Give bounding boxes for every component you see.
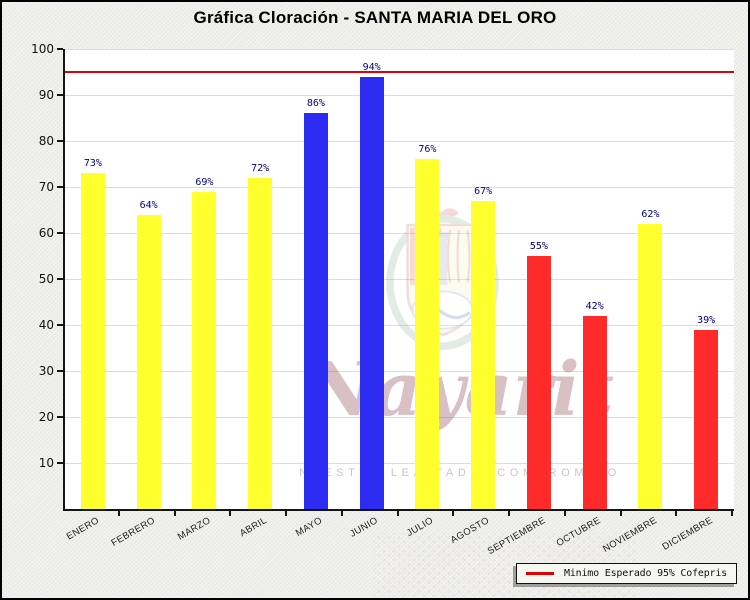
bar-febrero: 64%: [136, 200, 161, 509]
bar-agosto: 67%: [471, 186, 496, 509]
bar-septiembre: 55%: [526, 241, 551, 509]
x-axis-tick: [340, 511, 343, 516]
gridline-80: [65, 141, 734, 142]
x-axis-tick: [563, 511, 566, 516]
bar-julio: 76%: [415, 144, 440, 509]
bar-value-label: 73%: [83, 158, 102, 170]
bar-value-label: 55%: [529, 241, 548, 252]
y-axis-label: 30: [38, 364, 54, 378]
gridline-70: [65, 187, 734, 188]
legend-box: Minimo Esperado 95% Cofepris: [516, 563, 737, 584]
y-axis-label: 70: [38, 180, 54, 194]
gridline-90: [65, 95, 734, 96]
y-axis-tick: [57, 278, 63, 280]
x-axis-tick: [117, 511, 120, 516]
bar-enero: 73%: [80, 158, 105, 509]
y-axis-tick: [57, 232, 63, 234]
bar-value-label: 67%: [474, 185, 493, 197]
bar-value-label: 39%: [697, 314, 716, 326]
y-axis-label: 20: [38, 410, 54, 424]
bar-noviembre: 62%: [638, 209, 663, 509]
x-axis-label-marzo: MARZO: [175, 515, 213, 543]
x-axis-label-enero: ENERO: [64, 515, 102, 543]
x-axis-tick: [508, 511, 510, 516]
x-axis-tick: [229, 511, 232, 516]
x-axis-tick: [396, 511, 399, 516]
y-axis-label: 80: [38, 134, 54, 148]
x-axis-label-mayo: MAYO: [293, 515, 325, 539]
x-axis-label-diciembre: DICIEMBRE: [660, 515, 715, 553]
bar-marzo: 69%: [192, 177, 217, 509]
gridline-50: [65, 279, 734, 280]
bar-value-label: 76%: [418, 144, 437, 156]
y-axis-tick: [57, 462, 63, 464]
bar-mayo: 86%: [303, 98, 328, 509]
plot-area: Nayarit NUESTRA LEALTAD Y COMPROMISO 73%…: [63, 49, 734, 511]
x-axis-tick: [731, 511, 733, 516]
x-axis-label-febrero: FEBRERO: [109, 515, 158, 549]
y-axis-label: 40: [38, 318, 54, 332]
bar-value-label: 62%: [641, 208, 660, 220]
bar-value-label: 42%: [585, 300, 604, 312]
x-axis-tick: [675, 511, 678, 516]
y-axis-tick: [57, 324, 63, 326]
threshold-line-icon: [526, 572, 555, 575]
x-axis-tick: [285, 511, 287, 516]
y-axis-tick: [57, 94, 63, 96]
nayarit-watermark: Nayarit NUESTRA LEALTAD Y COMPROMISO: [295, 205, 625, 505]
y-axis-tick: [57, 140, 63, 142]
y-axis-tick: [57, 186, 63, 188]
x-axis-tick: [619, 511, 622, 516]
x-axis-label-abril: ABRIL: [237, 515, 269, 540]
y-axis-label: 60: [38, 226, 54, 240]
bar-abril: 72%: [248, 163, 273, 509]
gridline-100: [65, 49, 734, 50]
gridline-30: [65, 371, 734, 372]
y-axis-tick: [57, 370, 63, 372]
threshold-line: [65, 71, 734, 73]
y-axis-tick: [57, 48, 63, 50]
gridline-20: [65, 417, 734, 418]
gridline-40: [65, 325, 734, 326]
legend-label: Minimo Esperado 95% Cofepris: [564, 568, 727, 579]
y-axis-tick: [57, 416, 63, 418]
bar-diciembre: 39%: [694, 315, 719, 509]
bar-value-label: 86%: [306, 98, 325, 110]
chart-title: Gráfica Cloración - SANTA MARIA DEL ORO: [193, 8, 557, 27]
y-axis-label: 90: [38, 88, 54, 102]
y-axis-label: 10: [38, 456, 54, 470]
y-axis-label: 50: [38, 272, 54, 286]
watermark-slogan-text: NUESTRA LEALTAD Y COMPROMISO: [299, 467, 621, 479]
x-axis-tick: [173, 511, 176, 516]
bar-value-label: 64%: [139, 199, 158, 211]
gridline-10: [65, 463, 734, 464]
bar-value-label: 72%: [251, 162, 270, 174]
bar-octubre: 42%: [582, 301, 607, 509]
bar-junio: 94%: [359, 62, 384, 509]
x-axis-tick: [452, 511, 455, 516]
bar-value-label: 94%: [362, 61, 381, 73]
gridline-60: [65, 233, 734, 234]
bar-value-label: 69%: [195, 176, 214, 188]
y-axis-label: 100: [31, 42, 54, 56]
